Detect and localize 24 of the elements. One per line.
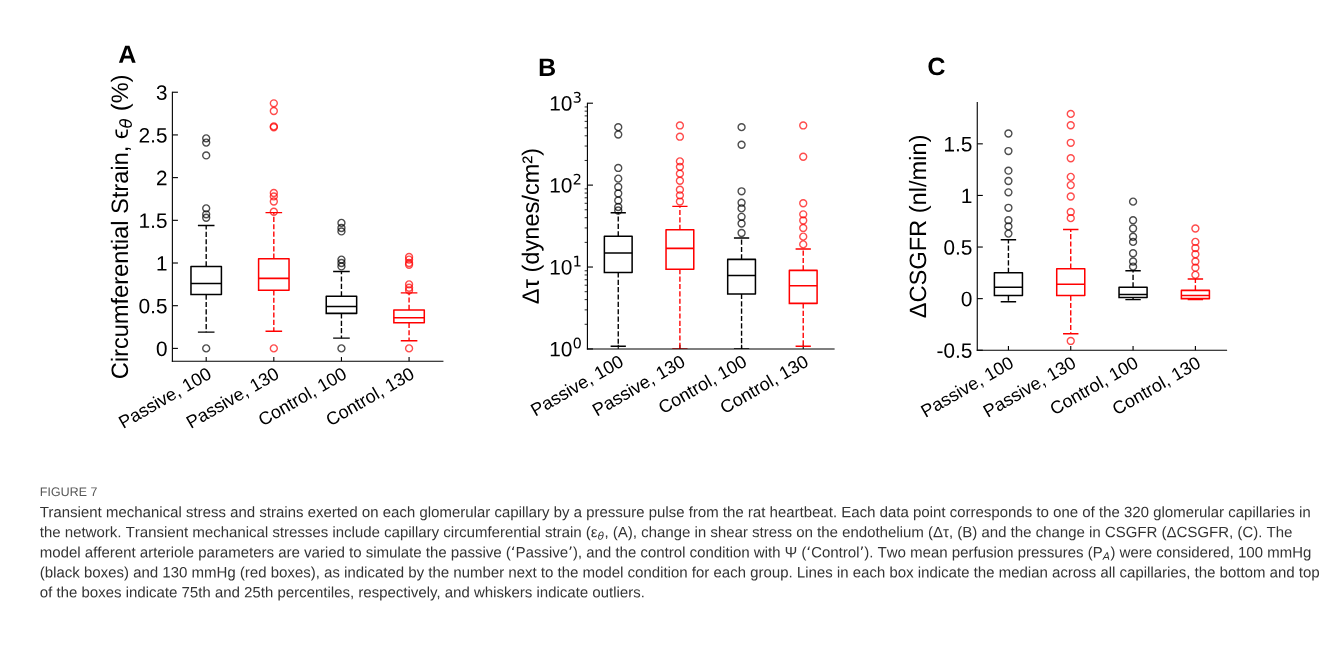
y-tick-label: 10$^{1}$ [550,255,581,275]
chart-title: B [539,58,556,76]
text: Transient mechanical stress and strains exerted on each glomerular capillary by a pressure pulse from the rat heartbeat. Each data point corresponds to one of the 320 glomerular capillaries in the network. Transient mechanical stresses include capillary circumferential strain (ε$_{θ}$, (A), change in shear stress on the endothelium (Δτ, (B) and the change in CSGFR (ΔCSGFR, (C). The model afferent arteriole parameters are varied to simulate the passive (‘Passive’), and the control condition with Ψ (‘Control’). Two mean perfusion pressures (P$_{A}$) were considered, 100 mmHg (black boxes) and 130 mmHg (red boxes), as indicated by the number next to the model condition for each group. Lines in each box indicate the median across all capillaries, the bottom and top of the boxes indicate 75th and 25th percentiles, respectively, and whiskers indicate outliers. [40,506,1320,601]
y-tick-label: 1.5 [140,213,167,229]
y-tick-label: 10$^{3}$ [550,91,581,111]
y-tick-label: 2 [156,170,167,186]
y-tick-label: 0 [961,291,972,307]
y-tick-label: 0.5 [944,240,972,255]
y-tick-label: 0.5 [139,298,167,314]
y-axis-title: ΔCSGFR (nl/min) [908,136,931,318]
y-tick-label: -0.5 [937,343,972,358]
y-axis-title: Circumferential Strain, ϵ$_{θ}$ (%) [110,75,133,379]
y-tick-label: 2.5 [139,127,167,143]
y-axis-title: Δτ (dynes/cm²) [521,149,544,304]
y-tick-label: 1 [962,188,972,203]
y-tick-label: 1.5 [945,137,972,152]
y-tick-label: 10$^{0}$ [550,337,581,357]
y-tick-label: 10$^{2}$ [550,173,581,193]
chart-title: A [118,45,136,63]
chart-title: C [928,57,945,76]
y-tick-label: 3 [156,85,167,100]
caption: FIGURE 7 [40,487,97,497]
y-tick-label: 0 [156,341,167,357]
y-tick-label: 1 [157,256,167,271]
